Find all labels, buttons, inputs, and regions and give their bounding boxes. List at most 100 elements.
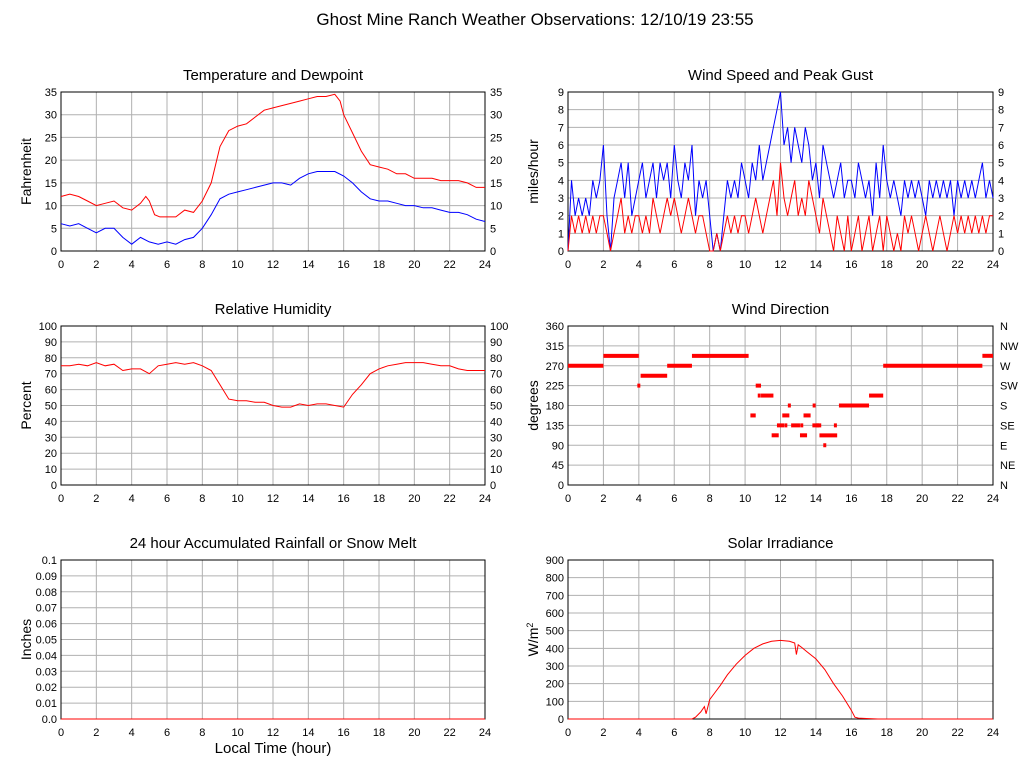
rh-ytick-label: 90: [45, 337, 57, 349]
rain-ytick-label: 0.02: [36, 682, 57, 694]
rh-xtick-label: 20: [408, 493, 420, 505]
temp-ytick-right-label: 15: [490, 178, 502, 190]
rh-ytick-right-label: 40: [490, 416, 502, 428]
solar-title: Solar Irradiance: [728, 535, 834, 552]
rh-ytick-right-label: 70: [490, 369, 502, 381]
rh-ytick-right-label: 90: [490, 337, 502, 349]
temp-ytick-label: 20: [45, 155, 57, 167]
wind-ytick-label: 6: [558, 140, 564, 152]
temp-title: Temperature and Dewpoint: [183, 67, 364, 84]
solar-xtick-label: 2: [600, 727, 606, 739]
rain-xtick-label: 24: [479, 727, 491, 739]
wind-ytick-right-label: 3: [998, 193, 1004, 205]
rh-ytick-label: 70: [45, 369, 57, 381]
wind-ytick-label: 2: [558, 211, 564, 223]
rain-ytick-label: 0.09: [36, 571, 57, 583]
wdir-ytick-label: 135: [546, 420, 564, 432]
wdir-direction-label: W: [1000, 361, 1011, 373]
rh-xtick-label: 24: [479, 493, 491, 505]
wind-series-wind-speed: [567, 162, 993, 252]
temp-xtick-label: 4: [129, 259, 135, 271]
rh-xtick-label: 2: [93, 493, 99, 505]
wdir-direction-point: [833, 423, 837, 428]
wind-ytick-right-label: 4: [998, 175, 1004, 187]
rh-ytick-right-label: 60: [490, 385, 502, 397]
rh-xtick-label: 10: [232, 493, 244, 505]
solar-xtick-label: 20: [916, 727, 928, 739]
wind-ytick-label: 5: [558, 158, 564, 170]
temp-xtick-label: 14: [302, 259, 314, 271]
temp-ytick-label: 30: [45, 110, 57, 122]
wdir-title: Wind Direction: [732, 301, 830, 318]
rh-xtick-label: 14: [302, 493, 314, 505]
wdir-ytick-label: 315: [546, 341, 564, 353]
rh-title: Relative Humidity: [215, 301, 332, 318]
wdir-direction-label: SW: [1000, 381, 1018, 393]
wind-xtick-label: 4: [636, 259, 642, 271]
rh-series-relative-humidity: [61, 362, 485, 408]
wind-ylabel: miles/hour: [525, 139, 541, 204]
solar-xtick-label: 10: [739, 727, 751, 739]
wind-xtick-label: 14: [810, 259, 822, 271]
wdir-direction-point: [784, 423, 788, 428]
rh-plot-frame: [60, 325, 486, 486]
solar-xtick-label: 14: [810, 727, 822, 739]
rain-ytick-label: 0.08: [36, 587, 57, 599]
solar-ytick-label: 300: [546, 661, 564, 673]
wdir-xtick-label: 20: [916, 493, 928, 505]
temp-series-temperature: [60, 93, 485, 218]
rain-ytick-label: 0.06: [36, 619, 57, 631]
rain-ytick-label: 0.07: [36, 603, 57, 615]
rain-xtick-label: 10: [232, 727, 244, 739]
rain-ylabel: Inches: [18, 619, 34, 660]
wdir-direction-point: [637, 383, 641, 388]
solar-xtick-label: 18: [881, 727, 893, 739]
temp-xtick-label: 18: [373, 259, 385, 271]
solar-xtick-label: 16: [845, 727, 857, 739]
temp-ytick-right-label: 25: [490, 132, 502, 144]
solar-xtick-label: 6: [671, 727, 677, 739]
wdir-xtick-label: 4: [636, 493, 642, 505]
temp-xtick-label: 12: [267, 259, 279, 271]
wind-xtick-label: 2: [600, 259, 606, 271]
wdir-direction-point: [787, 403, 791, 408]
rh-xtick-label: 8: [199, 493, 205, 505]
wdir-direction-label: N: [1000, 321, 1008, 333]
wdir-ylabel: degrees: [525, 380, 541, 431]
temp-ytick-label: 0: [51, 246, 57, 258]
solar-ylabel-superscript: 2: [525, 623, 535, 628]
rh-xtick-label: 16: [338, 493, 350, 505]
rh-xtick-label: 6: [164, 493, 170, 505]
wdir-direction-label: NE: [1000, 460, 1015, 472]
solar-ytick-label: 100: [546, 696, 564, 708]
wind-ytick-right-label: 7: [998, 122, 1004, 134]
rh-ytick-label: 80: [45, 353, 57, 365]
wdir-ytick-label: 360: [546, 321, 564, 333]
temp-ytick-label: 25: [45, 132, 57, 144]
wind-ytick-label: 8: [558, 105, 564, 117]
rain-ytick-label: 0.05: [36, 635, 57, 647]
rain-xtick-label: 16: [338, 727, 350, 739]
temp-ytick-right-label: 30: [490, 110, 502, 122]
wind-xtick-label: 24: [987, 259, 999, 271]
solar-xtick-label: 12: [774, 727, 786, 739]
solar-xtick-label: 24: [987, 727, 999, 739]
solar-ytick-label: 600: [546, 608, 564, 620]
temp-xtick-label: 2: [93, 259, 99, 271]
wdir-xtick-label: 24: [987, 493, 999, 505]
solar-ytick-label: 0: [558, 714, 564, 726]
wind-ytick-label: 7: [558, 122, 564, 134]
rh-ytick-label: 30: [45, 432, 57, 444]
wind-title: Wind Speed and Peak Gust: [688, 67, 874, 84]
wind-ytick-label: 9: [558, 87, 564, 99]
temp-xtick-label: 24: [479, 259, 491, 271]
rh-ytick-label: 100: [39, 321, 57, 333]
temp-xtick-label: 6: [164, 259, 170, 271]
wind-xtick-label: 22: [951, 259, 963, 271]
wind-xtick-label: 20: [916, 259, 928, 271]
wind-xtick-label: 6: [671, 259, 677, 271]
rain-ytick-label: 0.1: [42, 555, 57, 567]
